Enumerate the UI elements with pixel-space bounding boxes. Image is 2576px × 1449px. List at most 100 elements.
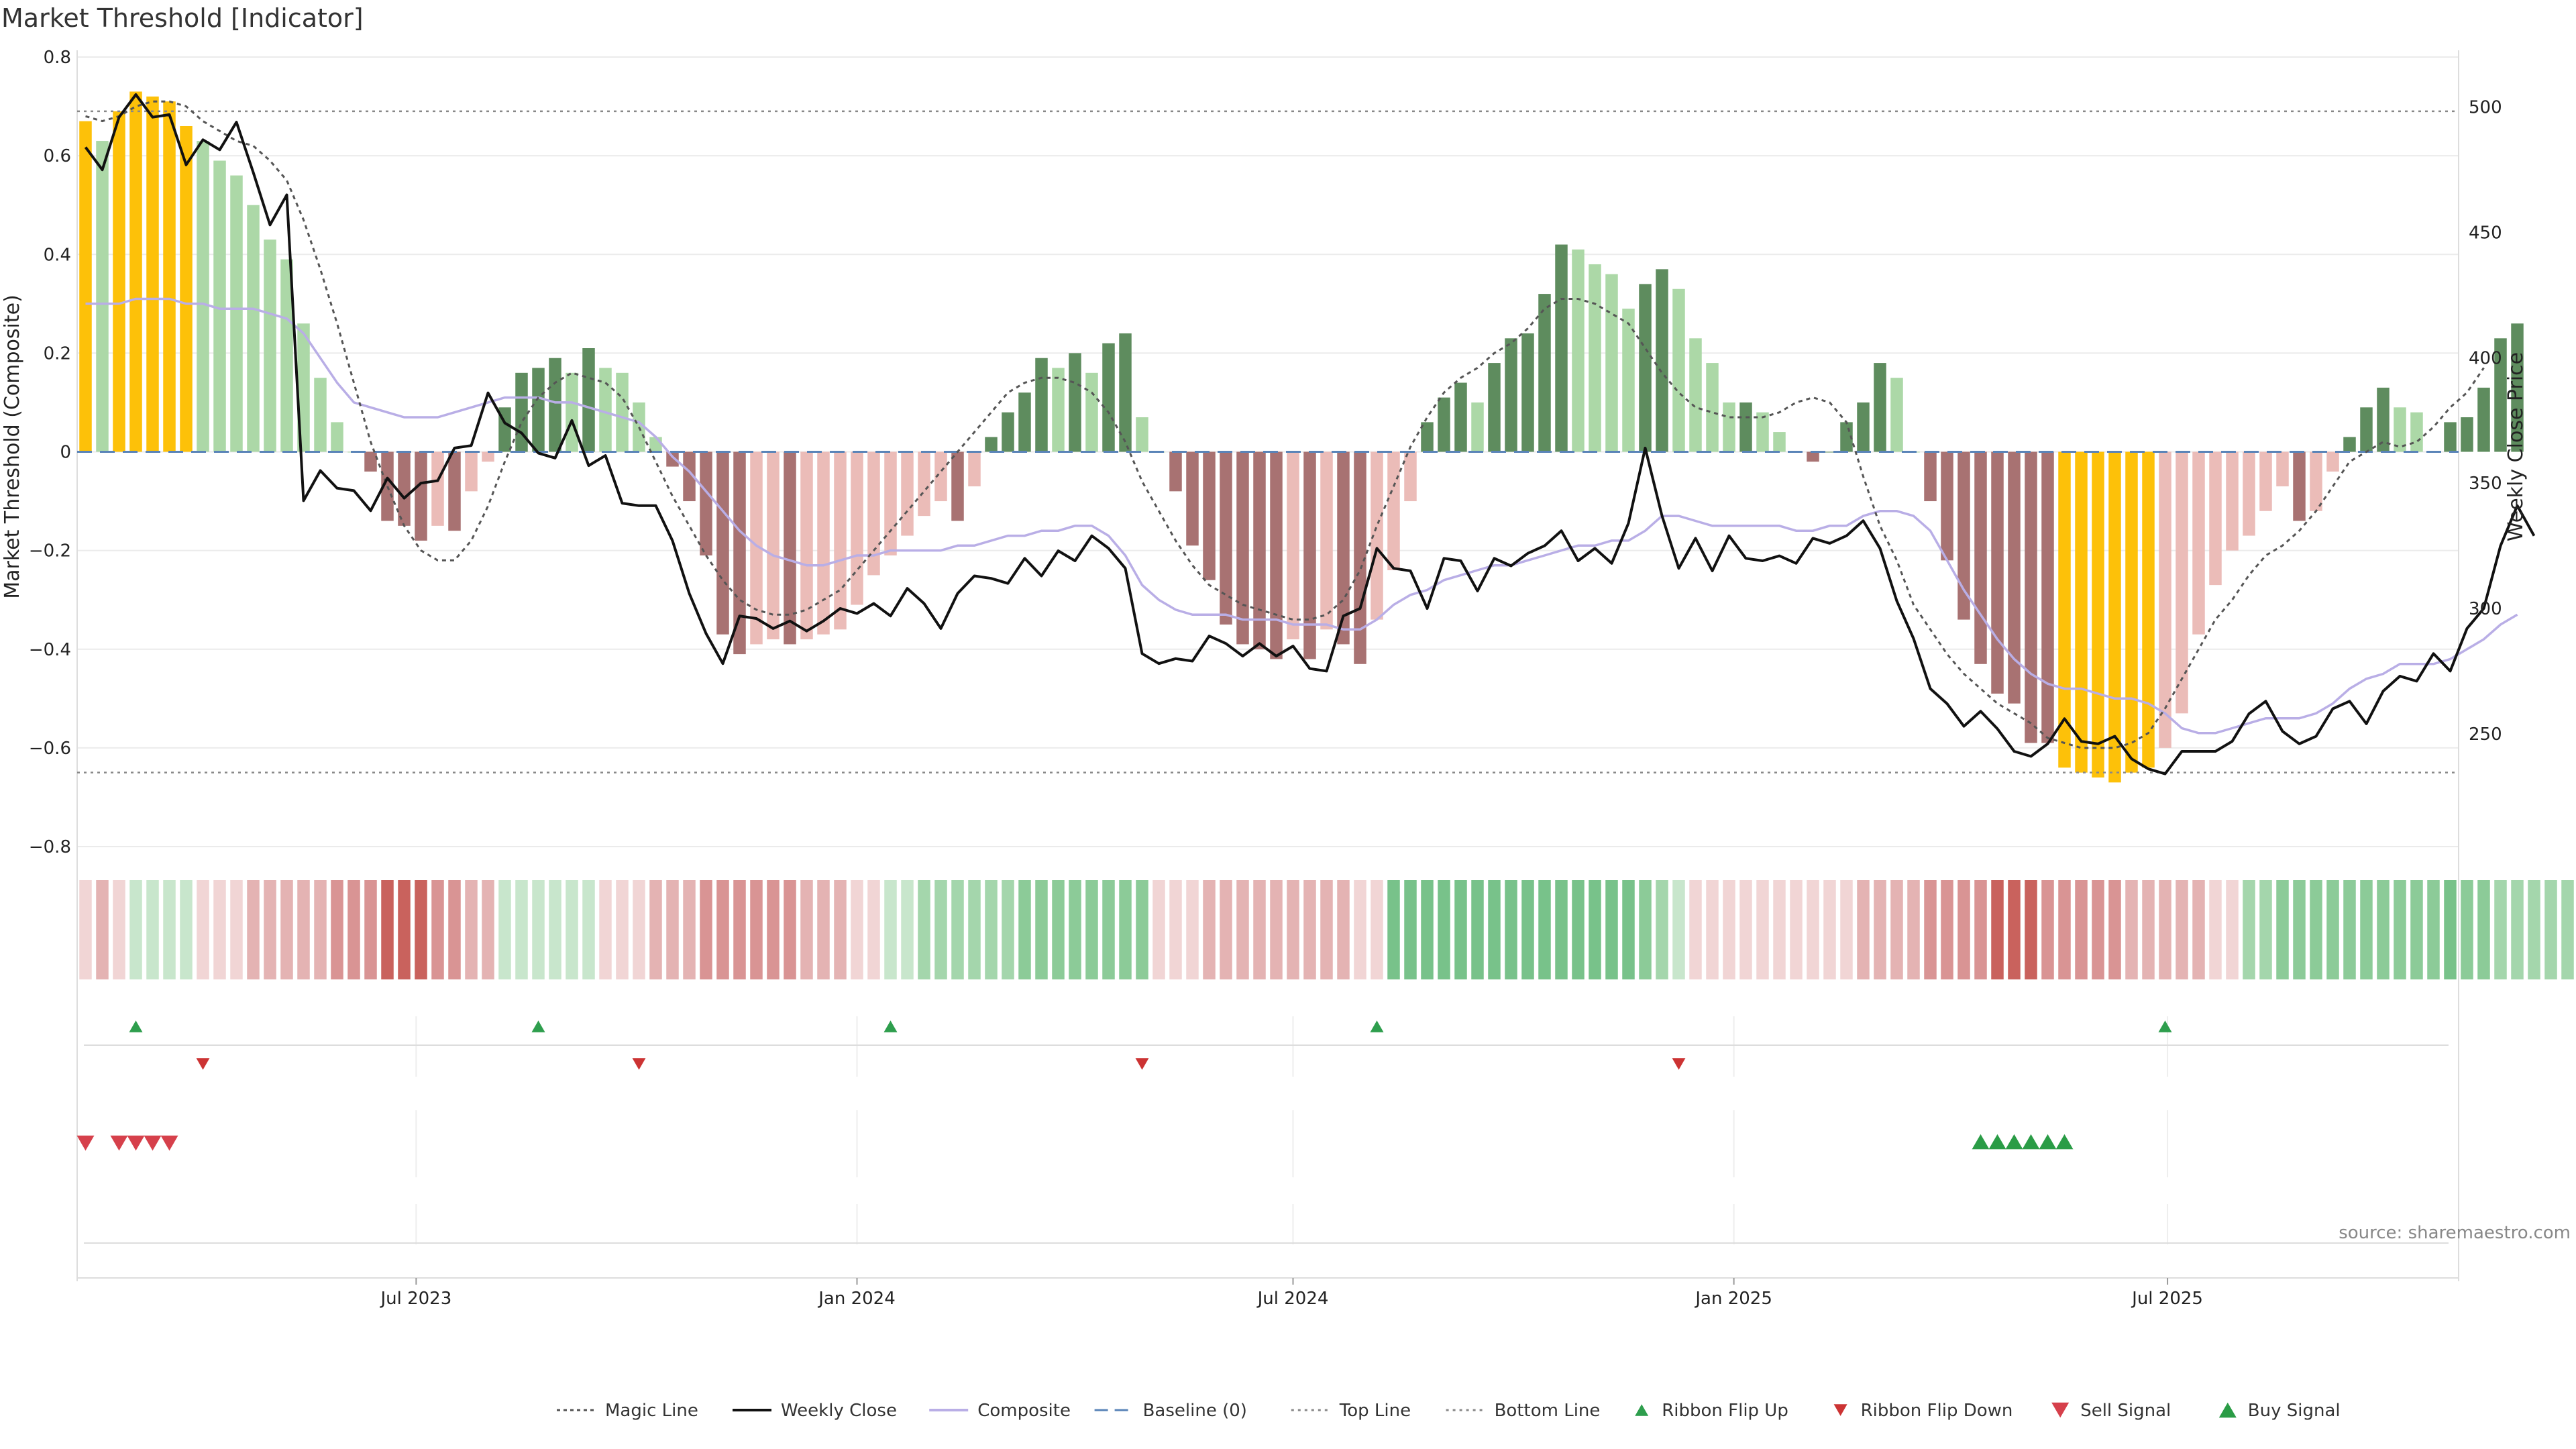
sell-signal-marker	[127, 1135, 145, 1151]
ribbon-cell	[1220, 880, 1232, 979]
ribbon-cell	[1253, 880, 1266, 979]
composite-bar	[767, 451, 780, 640]
composite-bar	[264, 239, 276, 452]
composite-bar	[666, 451, 679, 467]
composite-bar	[1957, 451, 1970, 620]
ribbon-cell	[2226, 880, 2239, 979]
ribbon-cell	[1622, 880, 1635, 979]
composite-bar	[1706, 363, 1719, 452]
ribbon-flip-up-marker	[129, 1020, 143, 1032]
composite-bar	[2075, 451, 2088, 773]
chart-title: Market Threshold [Indicator]	[1, 3, 364, 33]
composite-bar	[2360, 407, 2373, 452]
ribbon-cell	[2410, 880, 2423, 979]
legend-swatch	[1635, 1404, 1649, 1416]
ribbon-cell	[2461, 880, 2473, 979]
composite-bar	[146, 96, 159, 452]
composite-bar	[96, 141, 109, 452]
buy-signal-marker	[2005, 1134, 2023, 1150]
ribbon-cell	[2343, 880, 2356, 979]
composite-bar	[834, 451, 847, 630]
composite-bar	[1404, 451, 1417, 502]
composite-bar	[549, 358, 561, 452]
ribbon-strip	[79, 880, 2574, 979]
ribbon-cell	[2477, 880, 2490, 979]
composite-bar	[415, 451, 427, 541]
composite-line	[85, 297, 2518, 735]
sell-signal-marker	[144, 1135, 162, 1151]
composite-bar	[2444, 422, 2457, 452]
x-axis-ticks: Jul 2023 Jan 2024 Jul 2024 Jan 2025 Jul 2025	[379, 1278, 2203, 1309]
composite-bar	[1622, 309, 1635, 452]
sell-signal-marker	[76, 1135, 95, 1151]
composite-bar	[716, 451, 729, 635]
ribbon-cell	[163, 880, 176, 979]
ribbon-cell	[1169, 880, 1182, 979]
y-tick-label: 0.2	[44, 343, 71, 364]
y2-tick-label: 300	[2469, 599, 2502, 619]
composite-bar	[817, 451, 830, 635]
composite-bar	[1974, 451, 1987, 664]
ribbon-cell	[700, 880, 712, 979]
ribbon-cell	[1807, 880, 1819, 979]
legend: Magic Line Weekly Close Composite Baseline …	[557, 1401, 2341, 1421]
ribbon-cell	[1790, 880, 1803, 979]
composite-bar	[1069, 353, 1081, 452]
composite-bar	[1169, 451, 1182, 492]
composite-bar	[1857, 402, 1870, 452]
legend-label: Composite	[977, 1401, 1071, 1421]
composite-bar	[1320, 451, 1333, 630]
ribbon-cell	[1756, 880, 1769, 979]
ribbon-cell	[1505, 880, 1517, 979]
composite-bar	[2477, 387, 2490, 452]
composite-bar	[2310, 451, 2322, 511]
composite-bar	[280, 259, 293, 452]
composite-bar	[431, 451, 444, 526]
ribbon-cell	[1069, 880, 1081, 979]
composite-bar	[582, 348, 595, 452]
y2-tick-label: 250	[2469, 724, 2502, 745]
ribbon-cell	[1723, 880, 1735, 979]
legend-swatch	[2218, 1402, 2237, 1418]
composite-bar	[213, 160, 226, 452]
ribbon-cell	[1018, 880, 1031, 979]
y-tick-label: 0.8	[44, 48, 71, 68]
ribbon-cell	[79, 880, 92, 979]
ribbon-cell	[1102, 880, 1115, 979]
y-tick-label: −0.4	[29, 640, 71, 660]
composite-bar	[733, 451, 746, 655]
composite-bar	[951, 451, 964, 521]
ribbon-cell	[2276, 880, 2289, 979]
ribbon-cell	[347, 880, 360, 979]
composite-bar	[616, 372, 629, 452]
composite-bar	[1371, 451, 1383, 620]
ribbon-cell	[1538, 880, 1551, 979]
composite-bar	[867, 451, 880, 576]
composite-bar	[934, 451, 947, 502]
ribbon-cell	[599, 880, 612, 979]
ribbon-cell	[264, 880, 276, 979]
x-tick-label: Jul 2025	[2131, 1289, 2203, 1309]
composite-bar	[700, 451, 712, 555]
composite-bar	[2142, 451, 2155, 768]
ribbon-cell	[2293, 880, 2306, 979]
ribbon-cell	[1438, 880, 1450, 979]
ribbon-cell	[750, 880, 763, 979]
ribbon-cell	[431, 880, 444, 979]
ribbon-cell	[951, 880, 964, 979]
composite-bar	[1924, 451, 1937, 502]
composite-bar	[750, 451, 763, 645]
ribbon-cell	[532, 880, 545, 979]
ribbon-cell	[1136, 880, 1148, 979]
ribbon-cell	[1991, 880, 2004, 979]
composite-bar	[2025, 451, 2037, 743]
left-axis-ticks: 0.8 0.6 0.4 0.2 0 −0.2 −0.4 −0.6 −0.8	[29, 48, 71, 857]
composite-bar	[1605, 274, 1618, 452]
signal-panels	[76, 1016, 2459, 1279]
ribbon-cell	[2377, 880, 2390, 979]
composite-bar	[1807, 451, 1819, 462]
composite-bar	[1656, 269, 1668, 452]
ribbon-cell	[1907, 880, 1920, 979]
composite-bar	[649, 437, 662, 452]
ribbon-cell	[448, 880, 461, 979]
